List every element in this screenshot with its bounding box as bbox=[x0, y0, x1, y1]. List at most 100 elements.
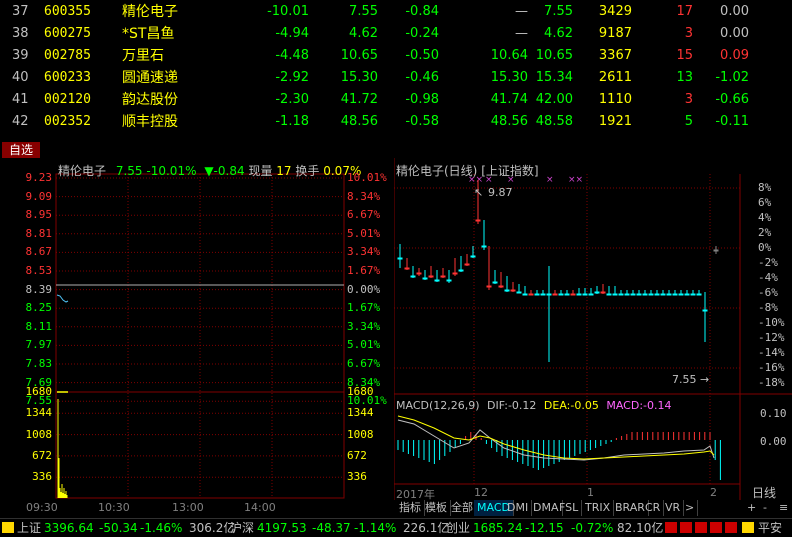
ticker-hs-name[interactable]: 沪深 bbox=[230, 521, 255, 535]
stock-code: 002352 bbox=[44, 114, 91, 129]
ticker-icon-gold[interactable] bbox=[742, 522, 754, 533]
kline-pct-tick: -12% bbox=[758, 331, 785, 344]
kline-candle bbox=[416, 268, 422, 276]
ticker-sh-name[interactable]: 上证 bbox=[17, 521, 42, 535]
ticker-icon[interactable] bbox=[2, 522, 14, 533]
kline-pct-tick: 8% bbox=[758, 181, 772, 194]
time-axis-label: 10:30 bbox=[98, 501, 130, 514]
stock-name: 韵达股份 bbox=[122, 92, 178, 108]
kline-candle bbox=[475, 180, 481, 224]
kline-candle bbox=[684, 290, 690, 296]
current-volume: 17 bbox=[676, 4, 693, 19]
kline-month-1: 1 bbox=[587, 486, 594, 499]
indicator-tab[interactable]: CR bbox=[642, 500, 665, 516]
price-tick-label: 7.69 bbox=[25, 375, 53, 389]
kline-index-tag[interactable]: [上证指数] bbox=[481, 164, 539, 178]
kline-candle bbox=[534, 290, 540, 296]
indicator-tab[interactable]: FSL bbox=[556, 500, 583, 516]
stock-row[interactable]: 40 600233 圆通速递 -2.92 15.30 -0.46 15.30 15.34 261… bbox=[0, 67, 792, 89]
indicator-tab[interactable]: DMA bbox=[530, 500, 563, 516]
index-ticker: 上证 3396.64 -50.34 -1.46% 306.2亿 沪深 4197.… bbox=[0, 518, 792, 537]
bid-price: 41.74 bbox=[490, 92, 528, 107]
ticker-hs-change: -48.37 bbox=[312, 521, 351, 535]
price-tick-label: 8.67 bbox=[25, 245, 53, 259]
volume-tick-label-right: 672 bbox=[347, 448, 367, 462]
indicator-tab[interactable]: DMI bbox=[504, 500, 533, 516]
ticker-icon-red-2[interactable] bbox=[680, 522, 692, 533]
pct-tick-label: 6.67% bbox=[347, 357, 381, 370]
price-tick-label: 8.11 bbox=[25, 319, 53, 333]
ticker-tail[interactable]: 平安 bbox=[758, 521, 783, 535]
price: 7.55 bbox=[349, 4, 378, 19]
stock-row[interactable]: 37 600355 精伦电子 -10.01 7.55 -0.84 — 7.55 3429 17 0.… bbox=[0, 1, 792, 23]
macd-header: MACD(12,26,9) DIF:-0.12 DEA:-0.05 MACD:-… bbox=[396, 399, 672, 412]
kline-candle bbox=[422, 270, 428, 280]
indicator-tab[interactable]: VR bbox=[662, 500, 685, 516]
kline-candle bbox=[672, 290, 678, 296]
kline-candle bbox=[588, 288, 594, 296]
current-volume: 3 bbox=[684, 92, 693, 107]
ticker-icon-red-5[interactable] bbox=[725, 522, 737, 533]
macd-tick: 0.00 bbox=[760, 435, 787, 448]
ticker-icon-red-1[interactable] bbox=[665, 522, 677, 533]
watchlist-tab[interactable]: 自选 bbox=[2, 142, 40, 158]
kline-period[interactable]: 日线 bbox=[752, 486, 777, 500]
volume-tick-label-right: 1344 bbox=[347, 406, 374, 420]
ticker-cy-name[interactable]: 创业 bbox=[446, 521, 471, 535]
pct-tick-label: 5.01% bbox=[347, 226, 381, 240]
indicator-tab[interactable]: MACD bbox=[474, 500, 514, 516]
kline-candle bbox=[558, 290, 564, 296]
indicator-tab[interactable]: BRAR bbox=[612, 500, 649, 516]
kline-pct-tick: -10% bbox=[758, 316, 785, 329]
kline-candle bbox=[582, 288, 588, 296]
dif-value: -0.12 bbox=[507, 399, 537, 412]
ticker-icon-red-4[interactable] bbox=[710, 522, 722, 533]
pct-tick-label: 10.01% bbox=[347, 394, 387, 408]
ticker-icon-red-3[interactable] bbox=[695, 522, 707, 533]
indicator-tab[interactable]: > bbox=[682, 500, 699, 516]
stock-row[interactable]: 42 002352 顺丰控股 -1.18 48.56 -0.58 48.56 48.58 192… bbox=[0, 111, 792, 133]
indicator-tab[interactable]: 模板 bbox=[422, 500, 451, 516]
ticker-cy-pct: -0.72% bbox=[571, 521, 614, 535]
zoom-out-icon[interactable]: - bbox=[763, 501, 767, 514]
pct-tick-label: 8.34% bbox=[347, 375, 381, 389]
speed-pct: 0.00 bbox=[720, 4, 749, 19]
kline-candle bbox=[654, 290, 660, 296]
zoom-in-icon[interactable]: + bbox=[747, 501, 757, 514]
price-tick-label: 7.97 bbox=[25, 338, 53, 352]
stock-name: 圆通速递 bbox=[122, 70, 178, 86]
kline-candle bbox=[696, 290, 702, 296]
bid-price: 10.64 bbox=[490, 48, 528, 63]
kline-candle bbox=[481, 220, 487, 250]
kline-title: 精伦电子(日线) bbox=[396, 164, 478, 178]
indicator-tab[interactable]: 指标 bbox=[396, 500, 425, 516]
stock-row[interactable]: 38 600275 *ST昌鱼 -4.94 4.62 -0.24 — 4.62 9187 3 0.0… bbox=[0, 23, 792, 45]
pct-tick-label: 1.67% bbox=[347, 264, 381, 277]
kline-chart: ×× × × × ×× ↖ bbox=[394, 158, 792, 500]
row-index: 38 bbox=[12, 26, 29, 41]
price-tick-label: 9.23 bbox=[25, 171, 53, 184]
indicator-tab[interactable]: 全部 bbox=[448, 500, 477, 516]
kline-pct-tick: 0% bbox=[758, 241, 772, 254]
indicator-tab[interactable]: TRIX bbox=[582, 500, 615, 516]
price: 41.72 bbox=[340, 92, 378, 107]
svg-text:×: × bbox=[485, 175, 493, 185]
volume-tick-label-left: 1008 bbox=[25, 427, 53, 441]
kline-candle bbox=[540, 290, 546, 296]
change-pct: -4.94 bbox=[275, 26, 309, 41]
price-tick-label: 8.39 bbox=[25, 282, 53, 296]
intraday-delta: -0.84 bbox=[213, 164, 245, 178]
change-pct: -10.01 bbox=[267, 4, 309, 19]
stock-row[interactable]: 39 002785 万里石 -4.48 10.65 -0.50 10.64 10.65 3367… bbox=[0, 45, 792, 67]
intraday-price-line bbox=[56, 294, 69, 303]
pct-tick-label: 6.67% bbox=[347, 208, 381, 222]
stock-row[interactable]: 41 002120 韵达股份 -2.30 41.72 -0.98 41.74 42.00 111… bbox=[0, 89, 792, 111]
time-axis-label: 14:00 bbox=[244, 501, 276, 514]
change-pct: -2.30 bbox=[275, 92, 309, 107]
indicator-tabbar: 指标 模板 全部 MACD DMI DMA FSL TRIX BRAR CR VR > + - ≡ bbox=[394, 500, 792, 518]
kline-candle bbox=[624, 290, 630, 296]
kline-month-2: 2 bbox=[710, 486, 717, 499]
menu-icon[interactable]: ≡ bbox=[779, 501, 789, 514]
stock-code: 600355 bbox=[44, 4, 91, 19]
pct-tick-label: 1.67% bbox=[347, 301, 381, 315]
